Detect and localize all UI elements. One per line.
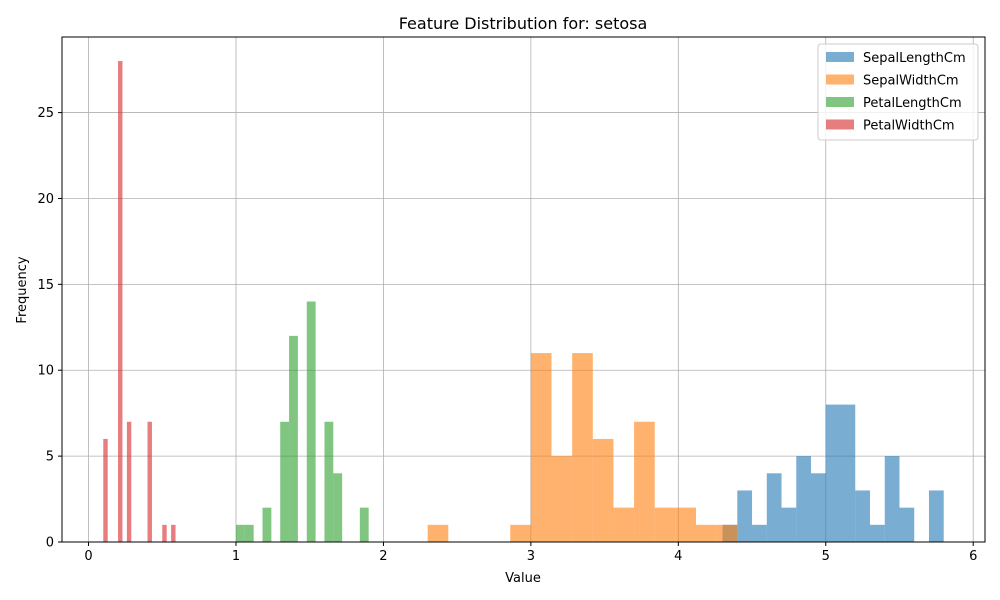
bar-petalwidthcm — [171, 524, 176, 542]
legend-label: PetalWidthCm — [863, 119, 955, 134]
x-tick-label: 5 — [822, 549, 830, 564]
bar-petallengthcm — [359, 507, 369, 542]
bar-petallengthcm — [324, 421, 334, 542]
bar-sepalwidthcm — [592, 438, 614, 542]
bar-sepallengthcm — [928, 490, 944, 542]
bar-sepallengthcm — [781, 507, 797, 542]
y-tick-label: 20 — [37, 192, 54, 207]
y-tick-label: 0 — [46, 536, 54, 551]
bar-petallengthcm — [244, 524, 254, 542]
bar-sepalwidthcm — [696, 524, 717, 542]
legend: SepalLengthCm SepalWidthCm PetalLengthCm Pe… — [817, 43, 979, 141]
chart-title: Feature Distribution for: setosa — [399, 14, 648, 33]
bar-sepalwidthcm — [716, 524, 738, 542]
bar-petalwidthcm — [147, 421, 152, 542]
bar-sepalwidthcm — [634, 421, 655, 542]
bar-sepallengthcm — [752, 524, 767, 542]
legend-label: PetalLengthCm — [863, 96, 962, 111]
legend-label: SepalWidthCm — [863, 74, 959, 89]
legend-swatch — [826, 52, 854, 62]
legend-swatch — [826, 74, 854, 85]
legend-box — [817, 43, 979, 141]
bar-sepallengthcm — [766, 473, 782, 542]
bar-sepallengthcm — [737, 490, 753, 542]
x-axis-title: Value — [505, 571, 541, 586]
x-tick-label: 4 — [674, 549, 682, 564]
bar-petalwidthcm — [103, 438, 108, 542]
x-tick-label: 1 — [232, 549, 240, 564]
y-tick-label: 25 — [37, 106, 54, 121]
bar-sepalwidthcm — [551, 456, 573, 542]
y-tick-label: 10 — [37, 364, 54, 379]
legend-label: SepalLengthCm — [863, 51, 966, 66]
x-tick-label: 6 — [969, 549, 977, 564]
legend-swatch — [826, 119, 854, 130]
y-tick-label: 15 — [37, 278, 54, 293]
bar-petallengthcm — [262, 507, 272, 542]
bar-sepallengthcm — [899, 507, 915, 542]
bar-sepalwidthcm — [613, 507, 635, 542]
bar-petallengthcm — [289, 335, 298, 542]
axes: 0 1 2 3 4 5 6 0 5 10 15 20 25 — [37, 36, 986, 564]
bars — [103, 61, 944, 543]
bar-sepalwidthcm — [427, 524, 449, 542]
bar-sepallengthcm — [855, 490, 870, 542]
bar-sepallengthcm — [811, 473, 826, 542]
bar-petallengthcm — [306, 301, 316, 542]
bar-sepalwidthcm — [654, 507, 676, 542]
x-tick-label: 0 — [84, 549, 92, 564]
bar-sepallengthcm — [869, 524, 885, 542]
bar-petallengthcm — [333, 473, 343, 542]
bar-sepalwidthcm — [510, 524, 531, 542]
bar-sepalwidthcm — [675, 507, 697, 542]
bar-sepalwidthcm — [530, 353, 552, 542]
x-tick-label: 2 — [379, 549, 387, 564]
bar-sepallengthcm — [884, 456, 900, 542]
bar-sepalwidthcm — [572, 353, 593, 542]
bar-petalwidthcm — [118, 61, 123, 543]
bar-petalwidthcm — [162, 524, 167, 542]
bar-sepallengthcm — [796, 456, 812, 542]
y-tick-label: 5 — [46, 450, 54, 465]
x-tick-label: 3 — [527, 549, 535, 564]
bar-petalwidthcm — [126, 421, 132, 542]
legend-swatch — [826, 97, 854, 107]
bar-petallengthcm — [280, 421, 290, 542]
y-axis-title: Frequency — [15, 256, 30, 323]
bar-sepallengthcm — [825, 404, 841, 542]
plot-frame — [61, 36, 986, 543]
bar-sepallengthcm — [840, 404, 856, 542]
bar-petallengthcm — [235, 524, 245, 542]
